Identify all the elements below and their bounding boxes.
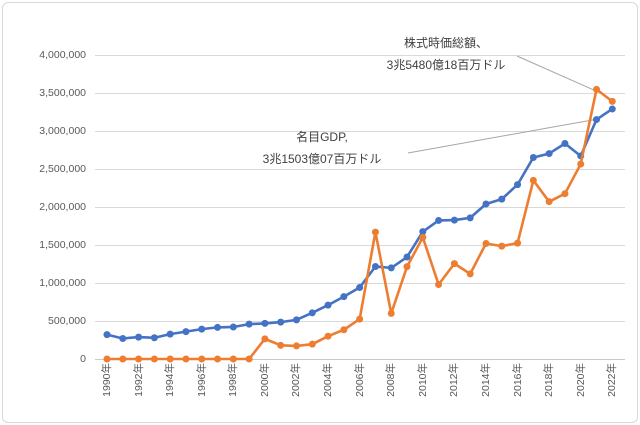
data-point-marker [561,139,569,147]
data-point-marker [324,332,332,340]
data-point-marker [608,97,616,105]
annotation-market-cap-line2: 3兆5480億18百万ドル [386,58,506,72]
y-axis-tick-label: 2,500,000 [39,163,86,175]
annotation-market-cap-line1: 株式時価総額、 [403,36,488,50]
data-point-marker [340,293,348,301]
y-axis-tick-label: 0 [80,353,86,365]
data-point-marker [419,233,427,241]
annotation-market-cap: 株式時価総額、 3兆5480億18百万ドル [366,32,526,76]
annotation-gdp-line1: 名目GDP, [296,130,348,144]
data-point-marker [482,239,490,247]
data-point-marker [292,342,300,350]
data-point-marker [403,263,411,271]
data-point-marker [103,355,111,363]
y-axis-tick-label: 1,500,000 [39,239,86,251]
annotation-gdp-line2: 3兆1503億07百万ドル [262,152,382,166]
data-point-marker [561,190,569,198]
data-point-marker [387,309,395,317]
data-point-marker [214,323,222,331]
data-point-marker [356,315,364,323]
data-point-marker [261,319,269,327]
data-point-marker [166,355,174,363]
y-axis-tick-label: 3,000,000 [39,125,86,137]
data-point-marker [245,320,253,328]
data-point-marker [450,216,458,224]
data-point-marker [245,355,253,363]
data-point-marker [435,281,443,289]
y-axis-tick-label: 500,000 [48,315,86,327]
data-point-marker [308,340,316,348]
data-point-marker [435,216,443,224]
data-point-marker [198,325,206,333]
gridline [95,93,625,94]
gridline [95,245,625,246]
data-point-marker [593,85,601,93]
data-point-marker [608,105,616,113]
data-point-marker [387,264,395,272]
data-point-marker [403,253,411,261]
data-point-marker [292,316,300,324]
data-point-marker [150,334,158,342]
data-point-marker [577,160,585,168]
data-point-marker [182,328,190,336]
data-point-marker [229,323,237,331]
annotation-gdp: 名目GDP, 3兆1503億07百万ドル [242,126,402,170]
x-axis-line [95,359,625,360]
data-point-marker [135,333,143,341]
data-point-marker [103,331,111,339]
data-point-marker [119,355,127,363]
data-point-marker [498,242,506,250]
data-point-marker [466,214,474,222]
data-point-marker [419,228,427,236]
data-point-marker [119,334,127,342]
data-point-marker [229,355,237,363]
market-cap-series [103,85,616,363]
data-point-marker [356,284,364,292]
data-point-marker [308,309,316,317]
data-point-marker [466,270,474,278]
gridline [95,131,625,132]
gridline [95,55,625,56]
data-point-marker [529,153,537,161]
data-point-marker [498,195,506,203]
data-point-marker [182,355,190,363]
data-point-marker [277,318,285,326]
data-point-marker [135,355,143,363]
data-point-marker [214,355,222,363]
data-point-marker [261,335,269,343]
data-point-marker [324,301,332,309]
data-point-marker [166,330,174,338]
annotation-leader-line [407,119,595,154]
data-point-marker [514,239,522,247]
gridline [95,283,625,284]
data-point-marker [371,228,379,236]
gridline [95,207,625,208]
data-point-marker [514,181,522,189]
data-point-marker [529,176,537,184]
data-point-marker [277,341,285,349]
y-axis-tick-label: 4,000,000 [39,49,86,61]
data-point-marker [545,150,553,158]
data-point-marker [545,198,553,206]
y-axis-tick-label: 1,000,000 [39,277,86,289]
gridline [95,169,625,170]
data-point-marker [593,116,601,124]
data-point-marker [371,263,379,271]
data-point-marker [198,355,206,363]
y-axis-tick-label: 2,000,000 [39,201,86,213]
data-point-marker [340,326,348,334]
data-point-marker [450,260,458,268]
y-axis-tick-label: 3,500,000 [39,87,86,99]
data-point-marker [150,355,158,363]
gdp-series [103,105,616,342]
data-point-marker [482,200,490,208]
annotation-leader-line [516,55,595,91]
